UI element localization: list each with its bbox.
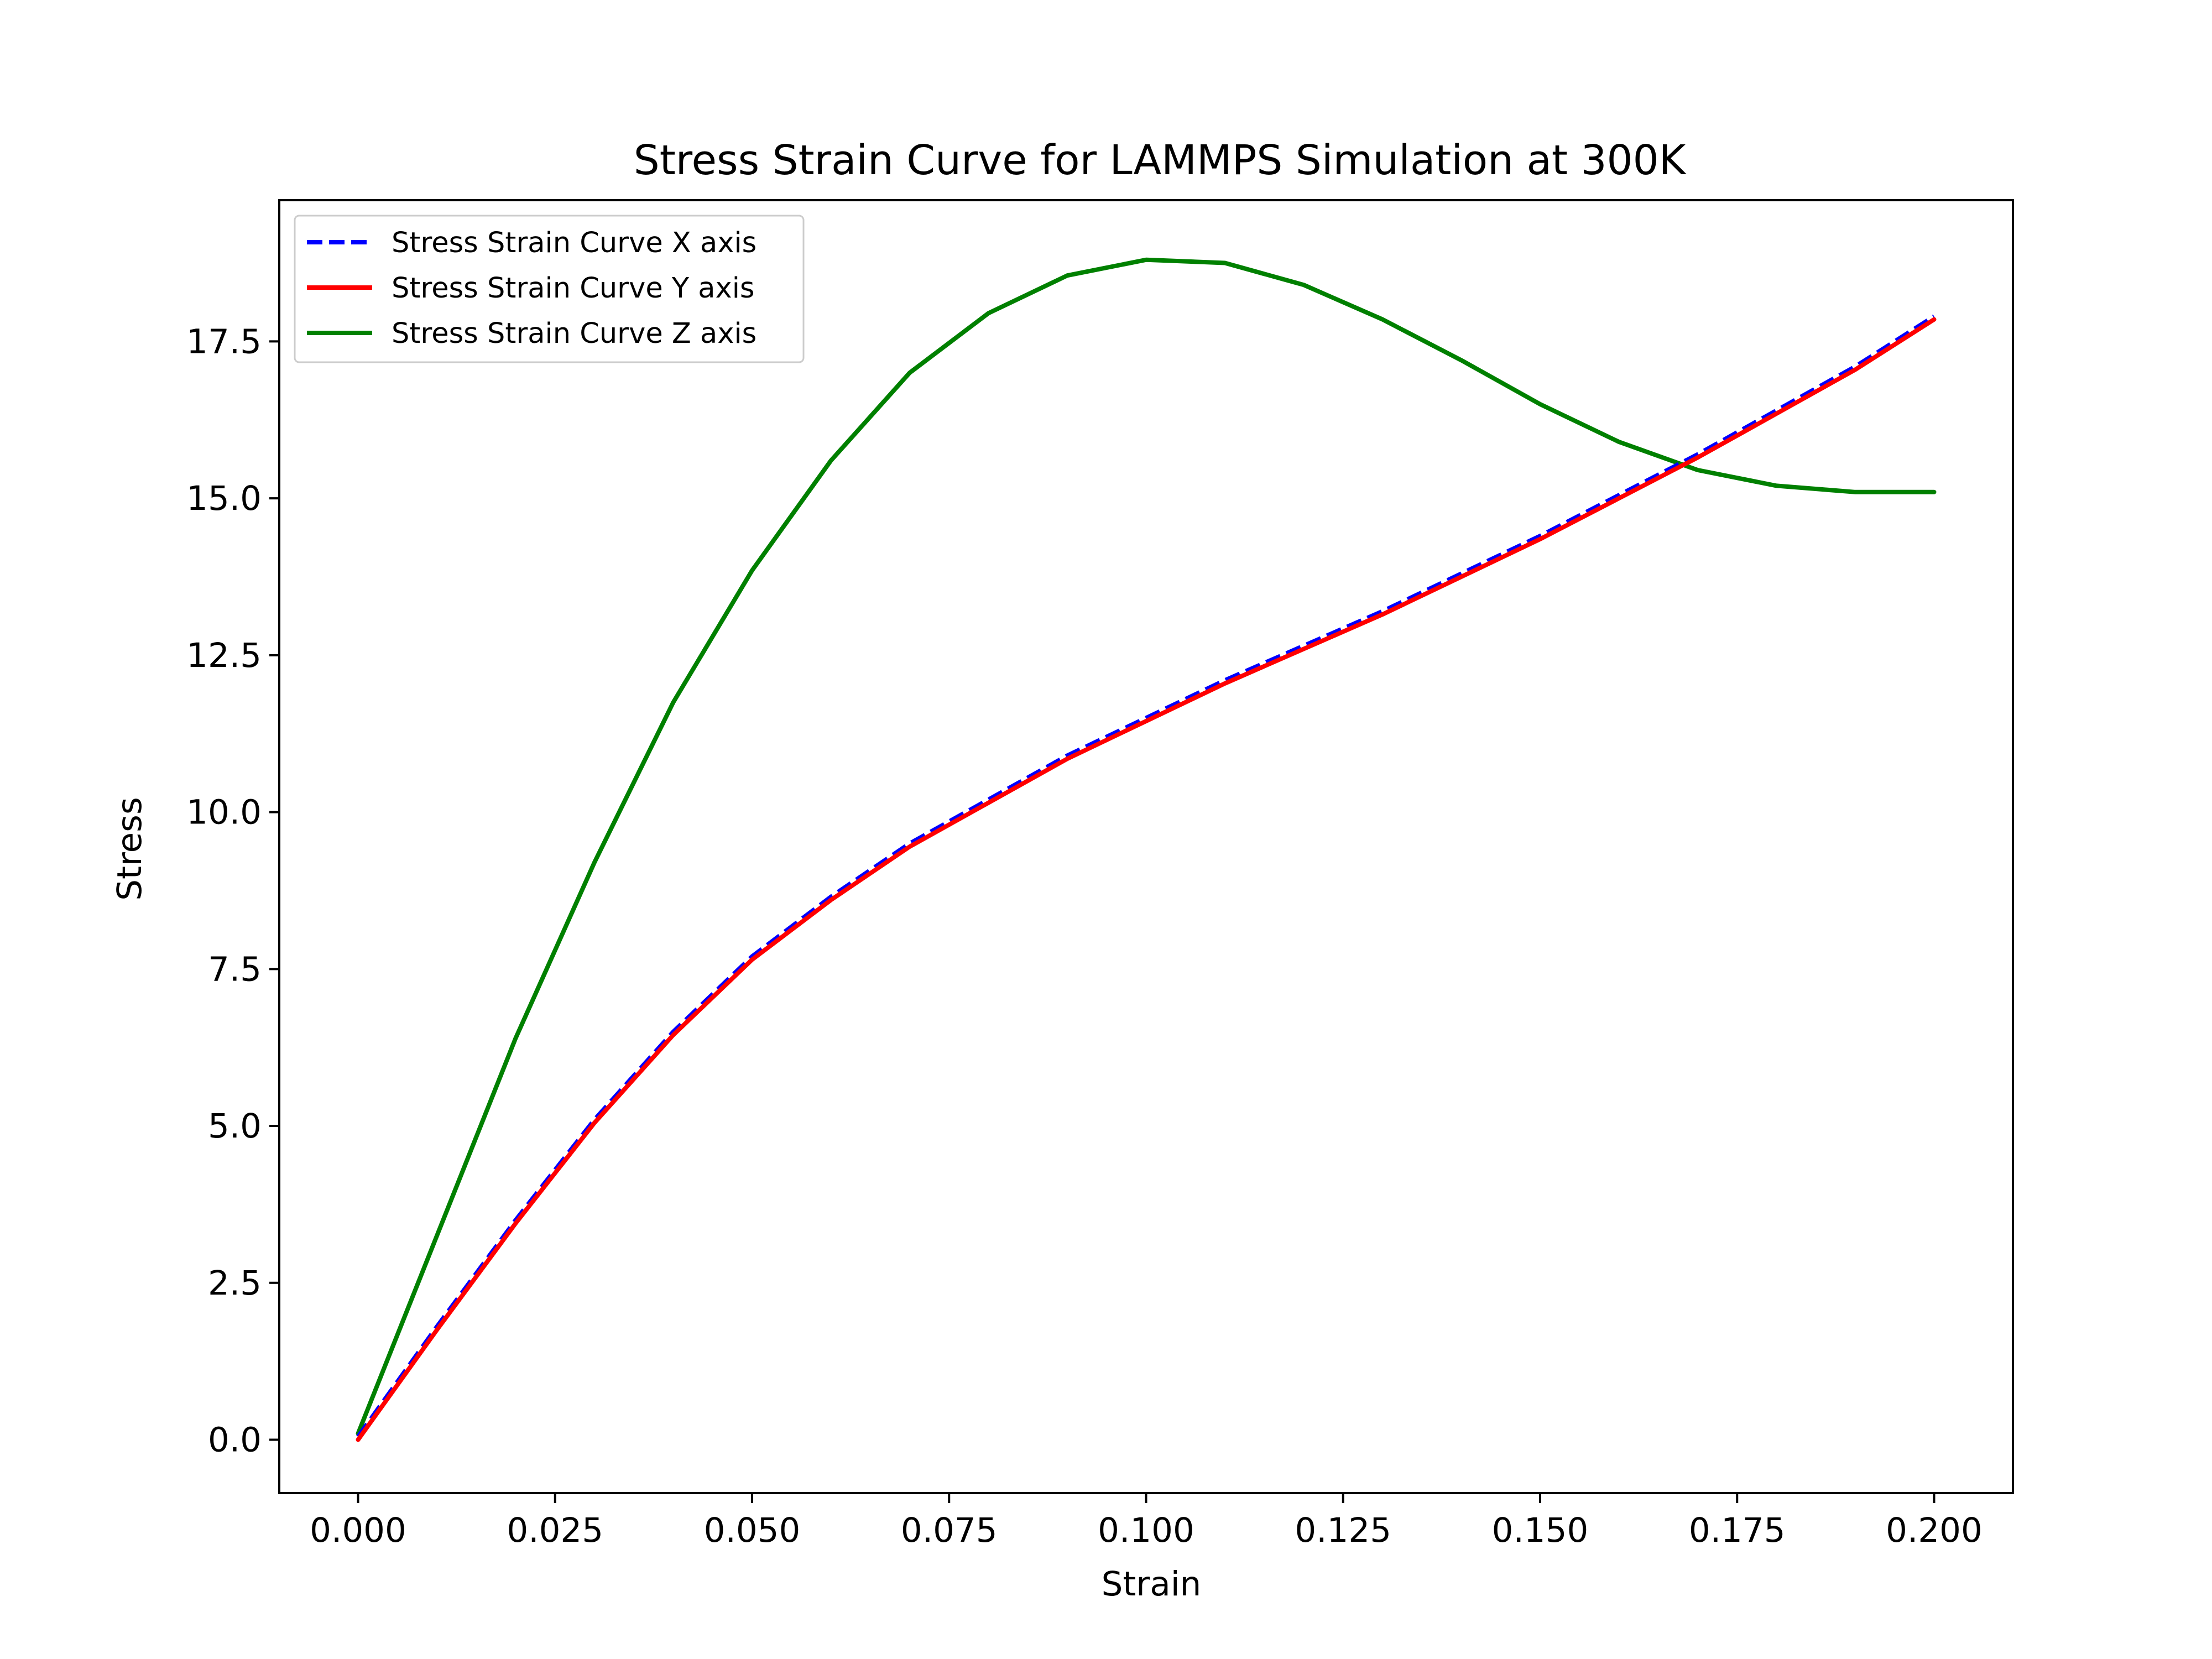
x-tick-label: 0.075 bbox=[901, 1511, 998, 1550]
legend-label: Stress Strain Curve Y axis bbox=[392, 272, 754, 305]
x-tick-label: 0.125 bbox=[1295, 1511, 1391, 1550]
y-tick-label: 7.5 bbox=[208, 950, 262, 989]
legend-box bbox=[294, 215, 805, 363]
x-tick-label: 0.200 bbox=[1886, 1511, 1983, 1550]
legend: Stress Strain Curve X axis Stress Strain … bbox=[294, 215, 805, 363]
x-tick-label: 0.150 bbox=[1492, 1511, 1589, 1550]
y-tick-label: 12.5 bbox=[186, 636, 262, 675]
legend-label: Stress Strain Curve X axis bbox=[392, 227, 757, 259]
legend-label: Stress Strain Curve Z axis bbox=[392, 317, 757, 350]
series-line-z bbox=[356, 257, 1937, 1436]
plot-area bbox=[278, 199, 2014, 1494]
y-axis-ticks: 0.0 2.5 5.0 7.5 10.0 12.5 15.0 17.5 bbox=[186, 322, 279, 1460]
y-axis-label: Stress bbox=[110, 797, 149, 900]
x-tick-label: 0.000 bbox=[310, 1511, 406, 1550]
x-tick-label: 0.175 bbox=[1689, 1511, 1786, 1550]
x-tick-label: 0.050 bbox=[704, 1511, 801, 1550]
axes-frame bbox=[278, 199, 2014, 1494]
x-axis-ticks: 0.000 0.025 0.050 0.075 0.100 0.125 0.150 0.175… bbox=[310, 1493, 1983, 1550]
y-tick-label: 0.0 bbox=[208, 1421, 262, 1460]
x-tick-label: 0.025 bbox=[507, 1511, 603, 1550]
x-tick-label: 0.100 bbox=[1098, 1511, 1194, 1550]
chart-title: Stress Strain Curve for LAMMPS Simulatio… bbox=[634, 137, 1687, 184]
y-tick-label: 10.0 bbox=[186, 793, 262, 832]
y-tick-label: 5.0 bbox=[208, 1107, 262, 1146]
series-line-x bbox=[356, 314, 1936, 1438]
y-tick-label: 17.5 bbox=[186, 322, 262, 361]
y-tick-label: 15.0 bbox=[186, 479, 262, 518]
y-tick-label: 2.5 bbox=[208, 1264, 262, 1303]
series-line-y bbox=[356, 317, 1937, 1442]
x-axis-label: Strain bbox=[1102, 1564, 1202, 1604]
